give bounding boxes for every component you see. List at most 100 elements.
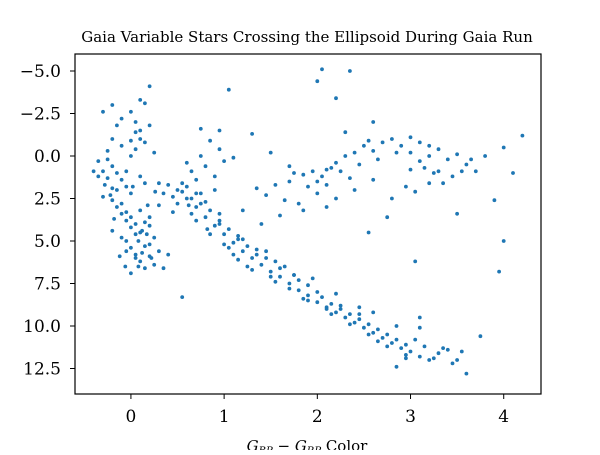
data-point <box>259 262 264 267</box>
data-point <box>119 143 124 148</box>
data-point <box>175 201 180 206</box>
data-point <box>338 303 343 308</box>
data-point <box>110 198 115 203</box>
data-point <box>376 157 380 162</box>
data-point <box>124 184 129 189</box>
data-point <box>334 310 338 315</box>
data-point <box>222 232 227 237</box>
data-point <box>501 239 506 243</box>
y-tick-label: 12.5 <box>23 360 61 380</box>
data-point <box>119 211 124 216</box>
data-point <box>226 227 231 232</box>
data-point <box>404 342 408 347</box>
data-point <box>320 67 324 72</box>
data-point <box>366 230 371 235</box>
data-point <box>212 174 217 179</box>
data-point <box>217 211 222 216</box>
data-point <box>459 169 464 174</box>
data-point <box>427 154 432 158</box>
data-point <box>250 132 255 136</box>
data-point <box>91 169 96 174</box>
data-point <box>431 171 436 175</box>
data-point <box>324 205 329 209</box>
data-point <box>119 177 124 182</box>
data-point <box>133 222 138 226</box>
data-point <box>147 223 152 228</box>
data-point <box>203 215 208 220</box>
data-point <box>278 266 282 271</box>
data-point <box>511 171 515 175</box>
data-point <box>371 149 376 153</box>
data-point <box>417 354 422 359</box>
data-point <box>147 84 152 89</box>
data-point <box>194 205 199 209</box>
data-point <box>205 227 210 232</box>
x-tick-label: 4 <box>498 407 509 427</box>
data-point <box>124 249 129 254</box>
data-point <box>287 281 292 286</box>
data-point <box>492 198 497 203</box>
data-point <box>390 196 394 201</box>
data-point <box>129 271 133 276</box>
data-point <box>473 169 478 174</box>
data-point <box>153 189 158 194</box>
data-point <box>110 103 115 107</box>
data-point <box>110 164 115 169</box>
data-point <box>175 188 180 192</box>
data-point <box>189 196 194 201</box>
data-point <box>408 150 413 155</box>
data-point <box>152 262 157 267</box>
data-point <box>245 264 250 269</box>
data-point <box>413 189 418 194</box>
data-point <box>240 249 245 254</box>
data-point <box>306 184 310 189</box>
data-point <box>145 203 150 208</box>
data-point <box>376 327 380 332</box>
data-point <box>315 179 320 184</box>
data-point <box>282 264 287 269</box>
data-point <box>101 109 105 114</box>
data-point <box>385 215 390 220</box>
data-point <box>110 137 115 141</box>
data-point <box>194 177 199 182</box>
data-point <box>138 137 143 141</box>
data-point <box>273 279 278 284</box>
y-tick-label: −2.5 <box>20 105 61 125</box>
data-point <box>464 371 469 376</box>
data-point <box>208 138 213 143</box>
data-point <box>147 215 152 220</box>
data-point <box>212 223 217 228</box>
data-point <box>112 217 116 221</box>
data-point <box>450 174 455 179</box>
data-point <box>254 252 259 257</box>
data-point <box>136 239 141 243</box>
data-point <box>110 228 115 233</box>
data-point <box>184 184 189 189</box>
data-point <box>306 298 310 303</box>
data-point <box>422 344 427 349</box>
data-point <box>334 291 338 296</box>
x-tick-label: 0 <box>126 407 137 427</box>
data-point <box>394 150 399 155</box>
data-point <box>171 210 175 215</box>
data-point <box>138 174 143 179</box>
data-point <box>194 218 199 223</box>
data-point <box>133 232 138 237</box>
data-point <box>147 242 152 247</box>
data-point <box>436 351 441 356</box>
data-point <box>138 208 143 213</box>
data-point <box>501 145 506 150</box>
data-point <box>189 169 194 174</box>
data-point <box>366 332 371 337</box>
data-point <box>497 269 501 274</box>
data-point <box>231 240 236 245</box>
data-point <box>129 138 133 143</box>
data-point <box>306 283 310 288</box>
data-point <box>431 356 436 361</box>
data-point <box>404 353 408 357</box>
data-point <box>315 191 320 196</box>
data-point <box>264 256 268 260</box>
data-point <box>115 205 119 209</box>
